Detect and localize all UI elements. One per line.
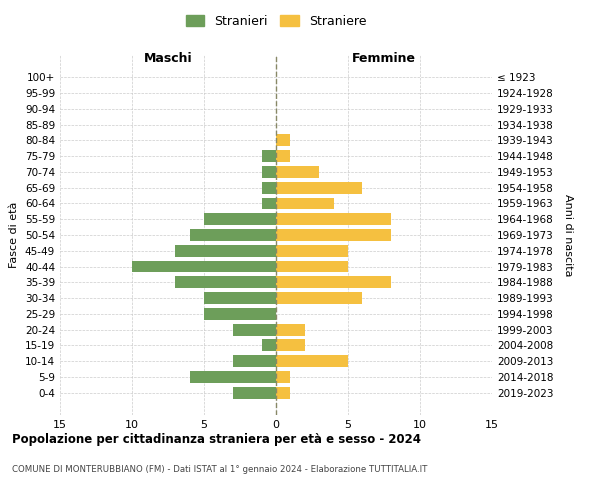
Bar bbox=[276, 340, 305, 351]
Bar bbox=[262, 198, 276, 209]
Bar bbox=[276, 182, 362, 194]
Bar bbox=[262, 182, 276, 194]
Text: Maschi: Maschi bbox=[143, 52, 193, 64]
Bar bbox=[276, 371, 290, 383]
Bar bbox=[204, 214, 276, 225]
Bar bbox=[233, 356, 276, 367]
Bar bbox=[204, 308, 276, 320]
Y-axis label: Fasce di età: Fasce di età bbox=[10, 202, 19, 268]
Bar bbox=[262, 150, 276, 162]
Bar bbox=[276, 166, 319, 178]
Text: COMUNE DI MONTERUBBIANO (FM) - Dati ISTAT al 1° gennaio 2024 - Elaborazione TUTT: COMUNE DI MONTERUBBIANO (FM) - Dati ISTA… bbox=[12, 465, 427, 474]
Bar bbox=[276, 387, 290, 398]
Text: Femmine: Femmine bbox=[352, 52, 416, 64]
Text: Popolazione per cittadinanza straniera per età e sesso - 2024: Popolazione per cittadinanza straniera p… bbox=[12, 432, 421, 446]
Bar bbox=[262, 340, 276, 351]
Bar bbox=[233, 387, 276, 398]
Bar bbox=[190, 371, 276, 383]
Bar bbox=[175, 245, 276, 256]
Bar bbox=[233, 324, 276, 336]
Bar bbox=[276, 198, 334, 209]
Bar bbox=[276, 134, 290, 146]
Y-axis label: Anni di nascita: Anni di nascita bbox=[563, 194, 573, 276]
Bar bbox=[276, 356, 348, 367]
Bar bbox=[204, 292, 276, 304]
Bar bbox=[276, 292, 362, 304]
Bar bbox=[175, 276, 276, 288]
Bar bbox=[276, 324, 305, 336]
Bar bbox=[276, 276, 391, 288]
Bar bbox=[276, 214, 391, 225]
Bar bbox=[262, 166, 276, 178]
Bar bbox=[276, 245, 348, 256]
Bar bbox=[132, 260, 276, 272]
Bar bbox=[190, 229, 276, 241]
Bar bbox=[276, 150, 290, 162]
Bar bbox=[276, 260, 348, 272]
Legend: Stranieri, Straniere: Stranieri, Straniere bbox=[182, 11, 370, 32]
Bar bbox=[276, 229, 391, 241]
